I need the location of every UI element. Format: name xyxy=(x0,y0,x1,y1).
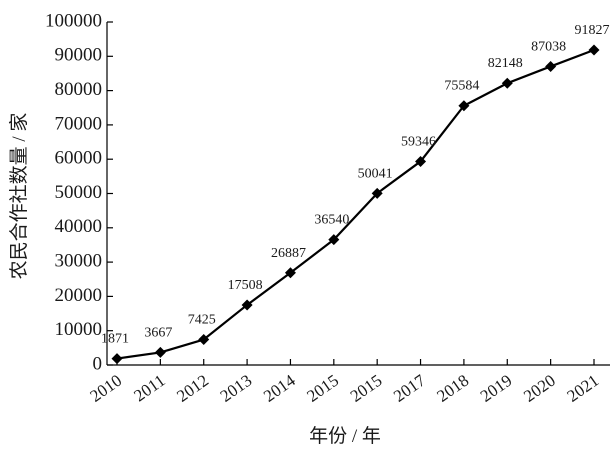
data-label: 87038 xyxy=(531,39,566,54)
x-tick-label: 2012 xyxy=(173,371,212,406)
data-point-marker xyxy=(198,334,210,346)
y-axis: 0 10000 20000 30000 40000 50000 60000 70000 8000… xyxy=(45,10,113,374)
y-tick-label: 80000 xyxy=(55,79,103,100)
data-label: 3667 xyxy=(144,325,172,340)
y-tick-label: 20000 xyxy=(55,285,103,306)
y-tick-label: 0 xyxy=(93,353,103,374)
y-tick-label: 30000 xyxy=(55,250,103,271)
y-tick-label: 10000 xyxy=(55,319,103,340)
data-point-marker xyxy=(328,234,340,246)
y-tick-label: 50000 xyxy=(55,182,103,203)
data-label: 82148 xyxy=(488,56,523,71)
y-axis-title: 农民合作社数量 / 家 xyxy=(8,113,30,280)
y-tick-label: 100000 xyxy=(45,10,102,31)
x-tick-label: 2010 xyxy=(87,371,126,406)
data-labels: 1871 3667 7425 17508 26887 36540 50041 59346 755… xyxy=(101,23,610,347)
data-label: 75584 xyxy=(444,79,479,94)
data-point-marker xyxy=(154,346,166,358)
x-axis: 2010 2011 2012 2013 2014 2015 2015 2017 2018 2019… xyxy=(87,359,610,406)
series-group xyxy=(111,44,600,365)
x-tick-label: 2017 xyxy=(390,370,429,405)
data-point-marker xyxy=(284,267,296,279)
series-line xyxy=(116,49,595,360)
x-tick-label: 2020 xyxy=(520,371,559,406)
data-label: 26887 xyxy=(271,246,306,261)
data-label: 36540 xyxy=(314,213,349,228)
x-axis-title: 年份 / 年 xyxy=(309,425,381,446)
data-label: 7425 xyxy=(188,313,216,328)
data-label: 50041 xyxy=(358,166,393,181)
x-tick-label: 2013 xyxy=(217,371,256,406)
x-tick-label: 2021 xyxy=(564,371,603,406)
y-tick-label: 40000 xyxy=(55,216,103,237)
x-tick-label: 2019 xyxy=(477,371,516,406)
data-point-marker xyxy=(371,187,383,199)
x-tick-label: 2018 xyxy=(433,371,472,406)
data-point-marker xyxy=(241,299,253,311)
x-tick-label: 2015 xyxy=(303,371,342,406)
data-point-marker xyxy=(588,44,600,56)
x-tick-label: 2015 xyxy=(347,371,386,406)
y-tick-label: 70000 xyxy=(55,113,103,134)
data-point-marker xyxy=(111,353,123,365)
data-point-marker xyxy=(545,60,557,72)
data-point-marker xyxy=(501,77,513,89)
y-tick-label: 90000 xyxy=(55,45,103,66)
data-label: 91827 xyxy=(575,23,610,38)
x-tick-label: 2011 xyxy=(130,371,168,406)
data-label: 59346 xyxy=(401,134,436,149)
data-point-marker xyxy=(458,100,470,112)
y-tick-label: 60000 xyxy=(55,148,103,169)
x-tick-label: 2014 xyxy=(260,370,299,405)
data-point-marker xyxy=(415,155,427,167)
data-label: 17508 xyxy=(228,278,263,293)
data-label: 1871 xyxy=(101,332,129,347)
